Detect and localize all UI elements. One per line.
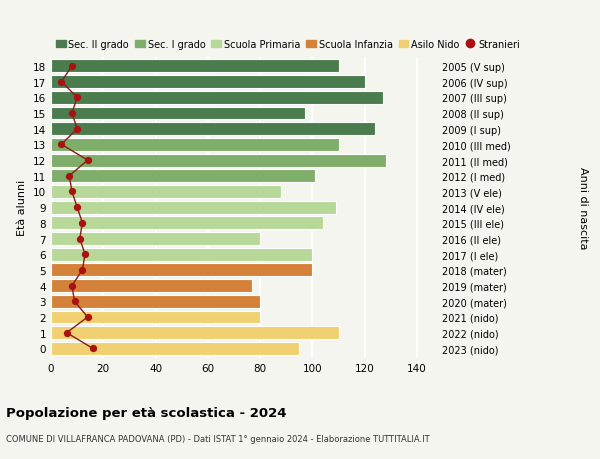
- Text: COMUNE DI VILLAFRANCA PADOVANA (PD) - Dati ISTAT 1° gennaio 2024 - Elaborazione : COMUNE DI VILLAFRANCA PADOVANA (PD) - Da…: [6, 434, 430, 443]
- Bar: [51, 139, 338, 151]
- Point: [73, 126, 82, 133]
- Bar: [51, 202, 336, 214]
- Bar: [51, 295, 260, 308]
- Point: [88, 345, 98, 353]
- Bar: [51, 107, 305, 120]
- Point: [73, 204, 82, 211]
- Bar: [51, 217, 323, 230]
- Bar: [51, 342, 299, 355]
- Bar: [51, 280, 253, 292]
- Point: [67, 110, 77, 118]
- Text: Popolazione per età scolastica - 2024: Popolazione per età scolastica - 2024: [6, 406, 287, 419]
- Point: [67, 63, 77, 70]
- Bar: [51, 185, 281, 198]
- Bar: [51, 311, 260, 324]
- Bar: [51, 154, 386, 167]
- Point: [83, 313, 92, 321]
- Point: [77, 267, 87, 274]
- Bar: [51, 264, 313, 277]
- Legend: Sec. II grado, Sec. I grado, Scuola Primaria, Scuola Infanzia, Asilo Nido, Stran: Sec. II grado, Sec. I grado, Scuola Prim…: [56, 39, 520, 50]
- Point: [56, 141, 66, 149]
- Y-axis label: Anni di nascita: Anni di nascita: [578, 167, 587, 249]
- Point: [65, 173, 74, 180]
- Point: [73, 95, 82, 102]
- Point: [80, 251, 90, 258]
- Point: [67, 282, 77, 290]
- Point: [70, 298, 79, 305]
- Bar: [51, 60, 338, 73]
- Point: [56, 79, 66, 86]
- Bar: [51, 248, 313, 261]
- Y-axis label: Età alunni: Età alunni: [17, 179, 28, 236]
- Bar: [51, 123, 375, 136]
- Bar: [51, 92, 383, 105]
- Bar: [51, 233, 260, 246]
- Bar: [51, 170, 315, 183]
- Point: [67, 188, 77, 196]
- Point: [75, 235, 85, 243]
- Point: [62, 329, 71, 336]
- Point: [77, 220, 87, 227]
- Bar: [51, 76, 365, 89]
- Bar: [51, 326, 338, 339]
- Point: [83, 157, 92, 164]
